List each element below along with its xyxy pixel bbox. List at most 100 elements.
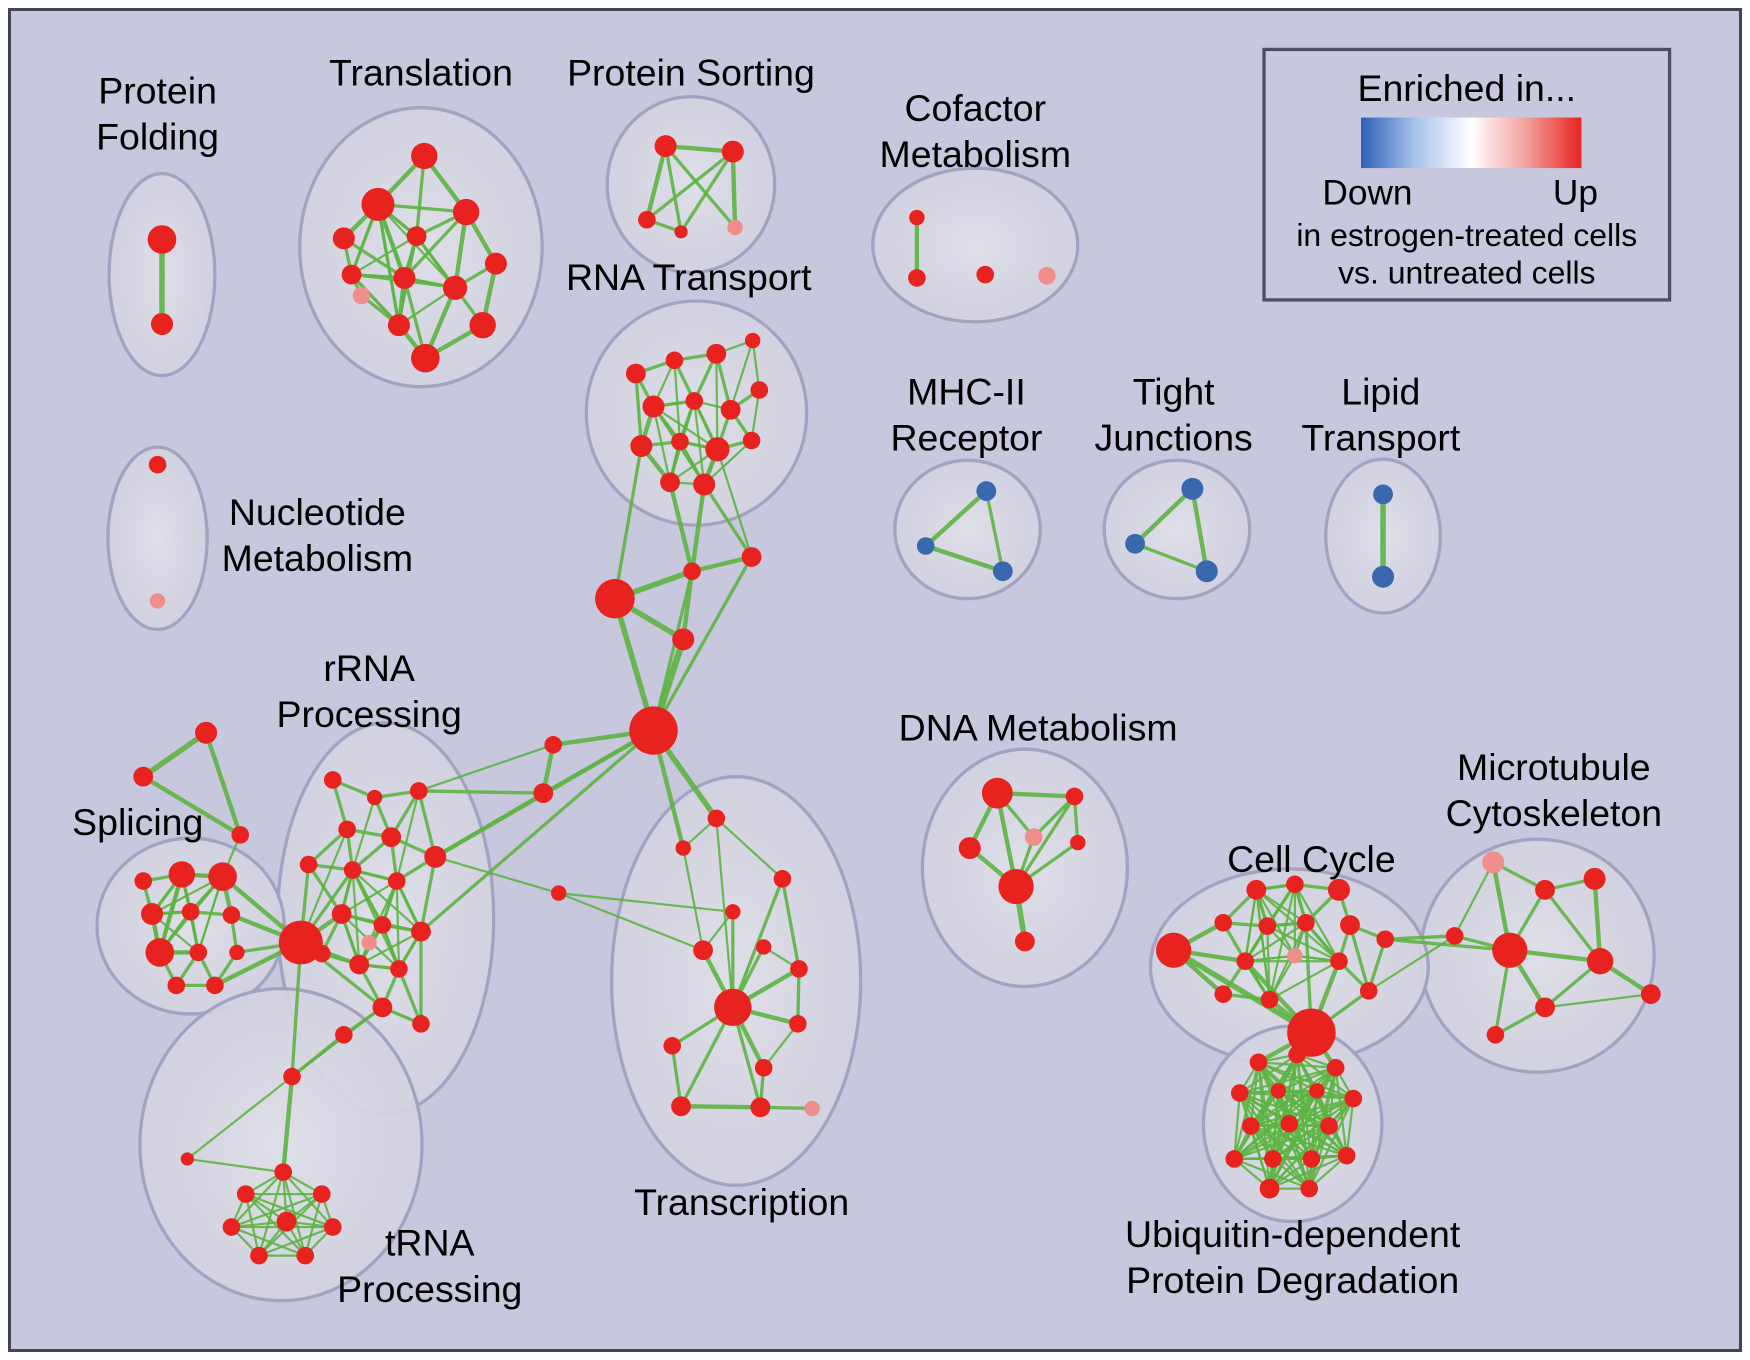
- network-edge: [665, 143, 734, 154]
- network-node-dm1: [981, 777, 1013, 809]
- network-edge: [417, 790, 437, 858]
- network-node-hub2: [278, 920, 323, 965]
- network-edge: [397, 968, 423, 1025]
- cluster-label-ubiquitin-degradation: Protein Degradation: [1126, 1259, 1459, 1301]
- network-edge: [1244, 921, 1307, 963]
- cluster-label-lipid-transport: Transport: [1301, 416, 1460, 458]
- network-node-ub13: [1302, 1150, 1321, 1168]
- network-edge: [1133, 487, 1194, 546]
- network-edge: [1277, 1066, 1337, 1092]
- network-nodes-layer: [133, 135, 1661, 1265]
- network-node-mc1: [1482, 851, 1505, 874]
- network-edge: [434, 855, 560, 895]
- network-edge: [664, 145, 737, 229]
- network-node-mh3: [992, 561, 1013, 582]
- legend-subtitle-line1: in estrogen-treated cells: [1296, 217, 1637, 253]
- network-node-tn8: [323, 1218, 342, 1236]
- cluster-label-translation: Translation: [329, 52, 513, 94]
- network-edge: [613, 445, 643, 599]
- network-node-rr7: [299, 855, 318, 874]
- network-node-mc8: [1535, 997, 1555, 1018]
- network-node-rr2: [366, 789, 383, 806]
- network-node-tr11: [754, 1058, 773, 1077]
- network-node-rr8: [343, 861, 362, 879]
- network-node-ps3: [638, 210, 656, 229]
- network-edge: [1308, 1098, 1355, 1190]
- network-node-rr16: [390, 960, 408, 978]
- network-edge: [1255, 889, 1271, 1000]
- network-node-ub5: [1270, 1083, 1287, 1099]
- network-edge: [730, 151, 738, 228]
- network-node-rr9: [387, 872, 406, 890]
- network-edge: [1543, 888, 1602, 963]
- network-node-t10: [443, 275, 468, 300]
- network-node-rt3: [706, 343, 727, 364]
- network-edge: [1544, 993, 1651, 1009]
- network-node-cc9: [1156, 932, 1192, 968]
- network-edge: [634, 373, 644, 447]
- network-edge: [1250, 1097, 1354, 1128]
- cluster-label-tight-junctions: Tight: [1133, 370, 1215, 412]
- network-node-tr1: [707, 809, 726, 828]
- network-edge: [419, 856, 437, 932]
- network-node-c5: [544, 736, 563, 754]
- network-node-ub10: [1320, 1117, 1338, 1135]
- network-node-tr14: [804, 1100, 820, 1117]
- network-edge: [644, 145, 668, 221]
- network-node-tn4: [236, 1185, 255, 1203]
- network-node-tr12: [671, 1096, 691, 1117]
- network-edge: [142, 774, 242, 837]
- cluster-label-cofactor-metabolism: Metabolism: [880, 133, 1071, 175]
- network-edge: [670, 1045, 683, 1107]
- network-node-ub2: [1288, 1045, 1306, 1064]
- network-node-dm5: [1070, 834, 1086, 851]
- network-node-ps4: [674, 225, 688, 239]
- network-node-ub16: [1300, 1179, 1319, 1198]
- network-node-c6: [533, 783, 554, 804]
- network-node-pf2: [150, 313, 173, 336]
- network-edge: [281, 1076, 295, 1173]
- cluster-label-cofactor-metabolism: Cofactor: [905, 87, 1047, 129]
- network-node-tn1: [283, 1067, 301, 1086]
- network-node-cc14: [1260, 990, 1279, 1009]
- network-node-dm3: [958, 837, 981, 860]
- network-node-mc9: [1486, 1026, 1505, 1044]
- network-node-rt2: [665, 351, 684, 370]
- network-node-cc5: [1258, 917, 1277, 935]
- network-edge: [282, 1171, 307, 1256]
- cluster-ellipse-nucleotide-metabolism: [106, 445, 209, 632]
- network-node-tr13: [750, 1097, 771, 1118]
- network-edge: [418, 789, 544, 795]
- network-edge: [1272, 1097, 1354, 1160]
- cluster-label-lipid-transport: Lipid: [1341, 370, 1420, 412]
- network-edge: [1293, 883, 1340, 962]
- network-edge: [673, 360, 682, 442]
- network-node-cc15: [1359, 982, 1378, 1000]
- network-edge: [376, 204, 401, 326]
- network-node-rr10: [331, 904, 352, 924]
- network-node-rt10: [671, 432, 689, 451]
- network-node-nm1: [148, 455, 167, 474]
- network-node-rt14: [693, 473, 716, 496]
- network-node-cc11: [1287, 948, 1303, 964]
- network-node-ps5: [727, 219, 743, 236]
- network-node-mc3: [1583, 867, 1606, 890]
- network-node-sp5: [181, 903, 200, 921]
- network-node-ps1: [654, 135, 677, 158]
- cluster-ellipse-tight-junctions: [1102, 458, 1252, 601]
- network-edge: [231, 1193, 323, 1229]
- network-node-mh1: [976, 481, 997, 501]
- network-edge: [1239, 1066, 1336, 1095]
- network-node-c4: [672, 628, 695, 651]
- network-edge: [1266, 926, 1271, 1000]
- network-edge: [1250, 1124, 1348, 1157]
- network-edge: [689, 484, 707, 572]
- cluster-label-ubiquitin-degradation: Ubiquitin-dependent: [1125, 1213, 1461, 1255]
- network-edge: [341, 880, 398, 915]
- network-edge: [796, 968, 801, 1024]
- network-edge: [350, 235, 418, 276]
- network-node-rt7: [685, 392, 704, 410]
